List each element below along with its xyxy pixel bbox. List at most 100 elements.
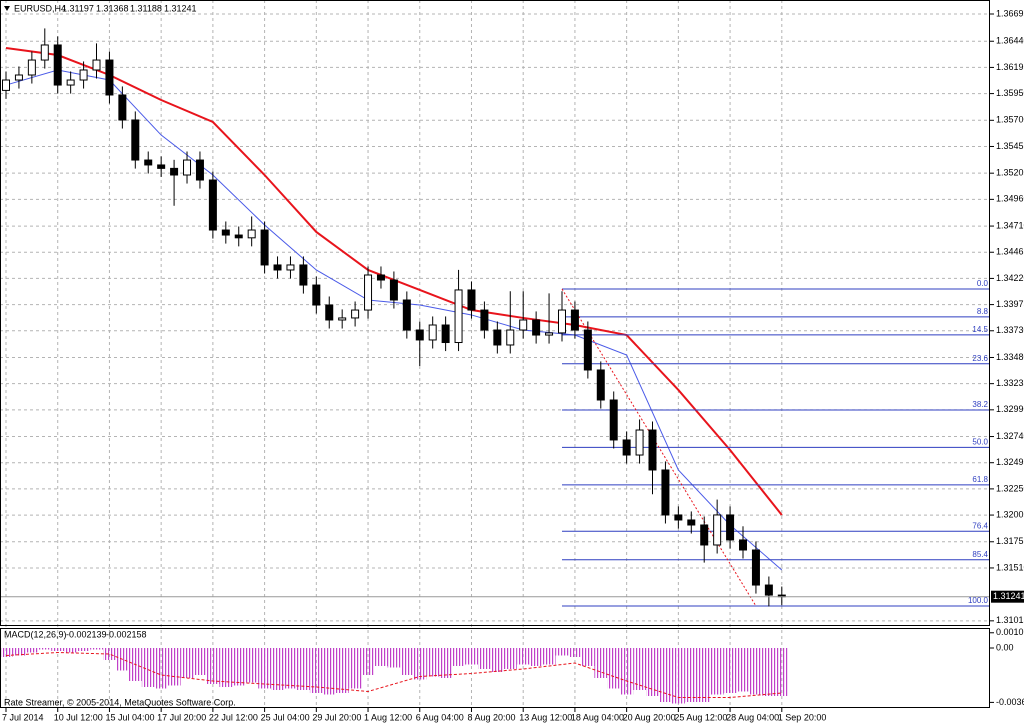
macd-bar — [38, 648, 52, 650]
macd-bar — [671, 648, 685, 704]
x-tick-label: 29 Jul 20:00 — [312, 712, 361, 722]
candle-body — [557, 309, 566, 334]
fib-label: 61.8 — [972, 475, 988, 484]
candle-body — [493, 329, 502, 346]
candle-body — [273, 264, 282, 271]
candle-body — [648, 429, 657, 471]
candle-body — [674, 514, 683, 521]
candle-body — [596, 369, 605, 401]
macd-bar — [271, 648, 285, 690]
candle-body — [325, 304, 334, 321]
y-tick-label: 1.31015 — [996, 615, 1024, 625]
macd-bar — [77, 648, 91, 651]
macd-bar — [426, 648, 440, 677]
macd-bar — [633, 648, 647, 690]
candle-body — [480, 309, 489, 331]
y-tick-label: 1.32005 — [996, 509, 1024, 519]
fib-label: 76.4 — [972, 521, 988, 530]
macd-bar — [620, 648, 634, 695]
indicator-value: -0.002158 — [106, 629, 147, 639]
candle-body — [299, 264, 308, 286]
macd-bar — [154, 648, 168, 689]
candle-body — [92, 59, 101, 71]
macd-bar — [581, 648, 595, 666]
macd-bar — [736, 648, 750, 692]
candle-body — [402, 299, 411, 331]
candle-body — [739, 539, 748, 551]
candle-body — [118, 94, 127, 121]
y-tick-label: 1.32495 — [996, 457, 1024, 467]
grid-layer — [0, 0, 994, 712]
macd-bar — [193, 648, 207, 675]
y-tick-label: 1.35455 — [996, 141, 1024, 151]
macd-bar — [452, 648, 466, 666]
macd-bar — [245, 648, 259, 683]
candle-body — [467, 289, 476, 311]
plot-layer — [0, 28, 990, 704]
macd-bar — [0, 648, 13, 657]
candle-body — [14, 74, 23, 81]
candle-body — [144, 159, 153, 166]
x-tick-label: 25 Aug 12:00 — [674, 712, 727, 722]
candle-body — [260, 229, 269, 266]
candle-body — [415, 329, 424, 341]
macd-bar — [141, 648, 155, 687]
x-tick-label: 17 Jul 20:00 — [157, 712, 206, 722]
macd-bar — [607, 648, 621, 689]
y-tick-label: 1.31510 — [996, 562, 1024, 572]
macd-bar — [400, 648, 414, 675]
candle-body — [726, 514, 735, 541]
x-tick-label: 7 Jul 2014 — [2, 712, 44, 722]
macd-bar — [684, 648, 698, 702]
macd-bar — [309, 648, 323, 693]
macd-bar — [12, 648, 26, 656]
candle-body — [351, 309, 360, 319]
candle-body — [700, 524, 709, 546]
candle-body — [764, 584, 773, 596]
candle-body — [170, 167, 179, 176]
y-tick-label: 1.32740 — [996, 431, 1024, 441]
candle-body — [389, 279, 398, 301]
y-tick-label: -0.003626 — [996, 697, 1024, 707]
indicator-title: MACD(12,26,9) — [4, 629, 67, 639]
x-tick-label: 1 Aug 12:00 — [364, 712, 412, 722]
candle-body — [338, 317, 347, 321]
candle-body — [131, 119, 140, 161]
candle-body — [519, 319, 528, 331]
quote-value: 1.31197 — [62, 3, 94, 13]
fib-label: 100.0 — [968, 596, 989, 605]
macd-bar — [296, 648, 310, 690]
macd-bar — [103, 648, 116, 660]
candle-body — [713, 514, 722, 546]
macd-bar — [659, 648, 672, 702]
candle-body — [208, 179, 217, 231]
candle-body — [751, 549, 760, 586]
y-tick-label: 1.35700 — [996, 115, 1024, 125]
candle-body — [454, 289, 463, 344]
x-tick-label: 22 Jul 12:00 — [209, 712, 258, 722]
y-tick-label: 1.36195 — [996, 62, 1024, 72]
macd-bar — [206, 648, 220, 684]
macd-bar — [646, 648, 659, 696]
signal-line — [5, 651, 782, 698]
macd-bar — [775, 648, 789, 696]
macd-bar — [503, 648, 517, 669]
macd-bar — [322, 648, 336, 695]
candle-body — [27, 59, 36, 76]
fib-label: 0.0 — [977, 279, 989, 288]
candle-body — [570, 309, 579, 331]
collapse-icon[interactable] — [4, 6, 10, 11]
macd-bar — [361, 648, 375, 675]
candle-body — [66, 79, 75, 86]
candle-body — [105, 59, 114, 96]
macd-bar — [167, 648, 181, 686]
candle-body — [428, 324, 437, 341]
fib-label: 23.6 — [972, 354, 988, 363]
macd-bar — [64, 648, 78, 653]
quote-value: 1.31368 — [96, 3, 129, 13]
macd-panel-frame — [0, 628, 990, 708]
candle-body — [661, 469, 670, 516]
candle-body — [53, 44, 62, 86]
x-tick-label: 1 Sep 20:00 — [778, 712, 827, 722]
